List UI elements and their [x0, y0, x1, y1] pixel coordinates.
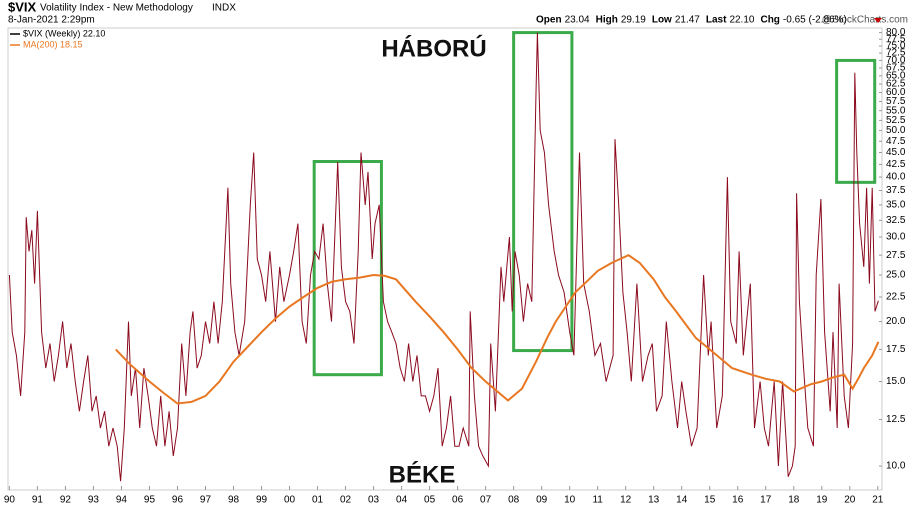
y-tick-label: 42.5 — [886, 159, 906, 170]
annotation: HÁBORÚ — [381, 34, 486, 62]
x-tick-label: 95 — [144, 495, 156, 506]
x-tick-label: 92 — [60, 495, 72, 506]
x-tick-label: 20 — [844, 495, 856, 506]
x-tick-label: 98 — [228, 495, 240, 506]
x-tick-label: 17 — [760, 495, 772, 506]
y-tick-label: 60.0 — [886, 87, 906, 98]
y-tick-label: 77.5 — [886, 34, 906, 45]
x-tick-label: 14 — [676, 495, 688, 506]
symbol: $VIX — [8, 0, 37, 14]
series-line — [115, 254, 880, 405]
quote-label: High — [596, 15, 618, 26]
x-tick-label: 21 — [872, 495, 884, 506]
x-tick-label: 96 — [172, 495, 184, 506]
y-tick-label: 65.0 — [886, 71, 906, 82]
quote-value: -0.65 (-2.86%) — [783, 15, 847, 26]
y-tick-label: 75.0 — [886, 41, 906, 52]
quote-label: Low — [652, 15, 672, 26]
y-tick-label: 25.0 — [886, 270, 906, 281]
quote-label: Chg — [760, 15, 779, 26]
x-tick-label: 12 — [620, 495, 632, 506]
y-tick-label: 80.0 — [886, 27, 906, 38]
x-tick-label: 05 — [424, 495, 436, 506]
y-tick-label: 47.5 — [886, 136, 906, 147]
y-tick-label: 55.0 — [886, 105, 906, 116]
y-tick-label: 45.0 — [886, 147, 906, 158]
quote: Open 23.04 High 29.19 Low 21.47 Last 22.10 Chg -0… — [536, 15, 847, 26]
y-tick-label: 52.5 — [886, 115, 906, 126]
y-tick-label: 30.0 — [886, 232, 906, 243]
y-tick-label: 35.0 — [886, 200, 906, 211]
x-tick-label: 97 — [200, 495, 212, 506]
y-tick-label: 20.0 — [886, 316, 906, 327]
legend-label: $VIX (Weekly) 22.10 — [23, 28, 105, 38]
x-tick-label: 03 — [368, 495, 380, 506]
annotation: BÉKE — [389, 460, 456, 488]
x-tick-label: 90 — [4, 495, 16, 506]
y-tick-label: 70.0 — [886, 55, 906, 66]
y-tick-label: 40.0 — [886, 172, 906, 183]
x-tick-label: 11 — [592, 495, 603, 506]
y-tick-label: 62.5 — [886, 79, 906, 90]
y-tick-label: 37.5 — [886, 185, 906, 196]
legend-label: MA(200) 18.15 — [23, 39, 83, 49]
y-tick-label: 15.0 — [886, 376, 906, 387]
quote-label: Last — [706, 15, 727, 26]
date: 8-Jan-2021 2:29pm — [8, 15, 95, 26]
x-tick-label: 06 — [452, 495, 464, 506]
symbol-name: Volatility Index - New Methodology — [40, 3, 193, 14]
y-tick-label: 50.0 — [886, 125, 906, 136]
watermark: @StockCharts.com — [822, 15, 908, 26]
x-tick-label: 19 — [816, 495, 828, 506]
series-line — [8, 32, 879, 482]
quote-value: 21.47 — [675, 15, 700, 26]
y-tick-label: 17.5 — [886, 344, 906, 355]
y-tick-label: 10.0 — [886, 461, 906, 472]
x-tick-label: 15 — [704, 495, 716, 506]
down-arrow — [874, 18, 882, 23]
quote-label: Open — [536, 15, 562, 26]
y-tick-label: 57.5 — [886, 96, 906, 107]
x-tick-label: 00 — [284, 495, 296, 506]
quote-value: 23.04 — [565, 15, 590, 26]
x-tick-label: 18 — [788, 495, 800, 506]
x-tick-label: 09 — [536, 495, 548, 506]
x-tick-label: 16 — [732, 495, 744, 506]
y-tick-label: 32.5 — [886, 215, 906, 226]
y-tick-label: 22.5 — [886, 292, 906, 303]
x-tick-label: 07 — [480, 495, 492, 506]
x-tick-label: 10 — [564, 495, 576, 506]
plot-frame — [7, 27, 883, 491]
y-tick-label: 67.5 — [886, 63, 906, 74]
x-tick-label: 13 — [648, 495, 660, 506]
y-tick-label: 27.5 — [886, 250, 906, 261]
highlight-box — [835, 58, 877, 184]
highlight-box — [512, 31, 574, 353]
x-tick-label: 94 — [116, 495, 128, 506]
x-tick-label: 91 — [32, 495, 44, 506]
y-tick-label: 12.5 — [886, 414, 906, 425]
x-tick-label: 08 — [508, 495, 520, 506]
exchange: INDX — [212, 3, 236, 14]
quote-value: 22.10 — [729, 15, 754, 26]
quote-value: 29.19 — [621, 15, 646, 26]
y-tick-label: 72.5 — [886, 48, 906, 59]
x-tick-label: 93 — [88, 495, 100, 506]
x-tick-label: 01 — [312, 495, 324, 506]
x-tick-label: 04 — [396, 495, 408, 506]
x-tick-label: 99 — [256, 495, 268, 506]
highlight-box — [312, 160, 383, 377]
x-tick-label: 02 — [340, 495, 352, 506]
